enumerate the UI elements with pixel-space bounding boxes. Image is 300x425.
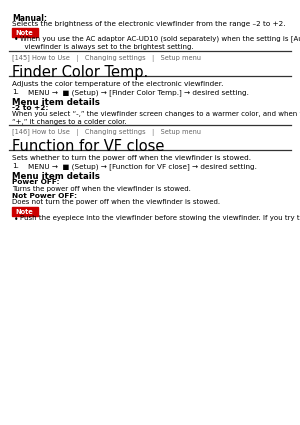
- Text: Menu item details: Menu item details: [12, 172, 100, 181]
- Text: Turns the power off when the viewfinder is stowed.: Turns the power off when the viewfinder …: [12, 186, 191, 192]
- Text: Does not turn the power off when the viewfinder is stowed.: Does not turn the power off when the vie…: [12, 199, 220, 205]
- FancyBboxPatch shape: [12, 207, 38, 216]
- Text: •: •: [14, 215, 18, 224]
- Text: Note: Note: [16, 209, 34, 215]
- Text: Finder Color Temp.: Finder Color Temp.: [12, 65, 148, 79]
- Text: When you select “-,” the viewfinder screen changes to a warmer color, and when y: When you select “-,” the viewfinder scre…: [12, 111, 300, 125]
- Text: Not Power OFF:: Not Power OFF:: [12, 193, 77, 199]
- Text: Power OFF:: Power OFF:: [12, 179, 59, 185]
- Text: When you use the AC adaptor AC-UD10 (sold separately) when the setting is [Auto]: When you use the AC adaptor AC-UD10 (sol…: [20, 36, 300, 51]
- Text: •: •: [14, 35, 18, 44]
- Text: 1.: 1.: [12, 163, 19, 169]
- FancyBboxPatch shape: [12, 28, 38, 37]
- Text: -2 to +2:: -2 to +2:: [12, 105, 48, 110]
- Text: Menu item details: Menu item details: [12, 98, 100, 107]
- Text: Manual:: Manual:: [12, 14, 47, 23]
- Text: Selects the brightness of the electronic viewfinder from the range –2 to +2.: Selects the brightness of the electronic…: [12, 21, 286, 27]
- Text: Sets whether to turn the power off when the viewfinder is stowed.: Sets whether to turn the power off when …: [12, 155, 251, 161]
- Text: Function for VF close: Function for VF close: [12, 139, 164, 153]
- Text: 1.: 1.: [12, 89, 19, 95]
- Text: [146] How to Use   |   Changing settings   |   Setup menu: [146] How to Use | Changing settings | S…: [12, 129, 201, 136]
- Text: Note: Note: [16, 30, 34, 36]
- Text: MENU →  ■ (Setup) → [Function for VF close] → desired setting.: MENU → ■ (Setup) → [Function for VF clos…: [28, 163, 257, 170]
- Text: MENU →  ■ (Setup) → [Finder Color Temp.] → desired setting.: MENU → ■ (Setup) → [Finder Color Temp.] …: [28, 89, 249, 96]
- Text: Push the eyepiece into the viewfinder before stowing the viewfinder. If you try : Push the eyepiece into the viewfinder be…: [20, 215, 300, 221]
- Text: [145] How to Use   |   Changing settings   |   Setup menu: [145] How to Use | Changing settings | S…: [12, 55, 201, 62]
- Text: Adjusts the color temperature of the electronic viewfinder.: Adjusts the color temperature of the ele…: [12, 81, 224, 87]
